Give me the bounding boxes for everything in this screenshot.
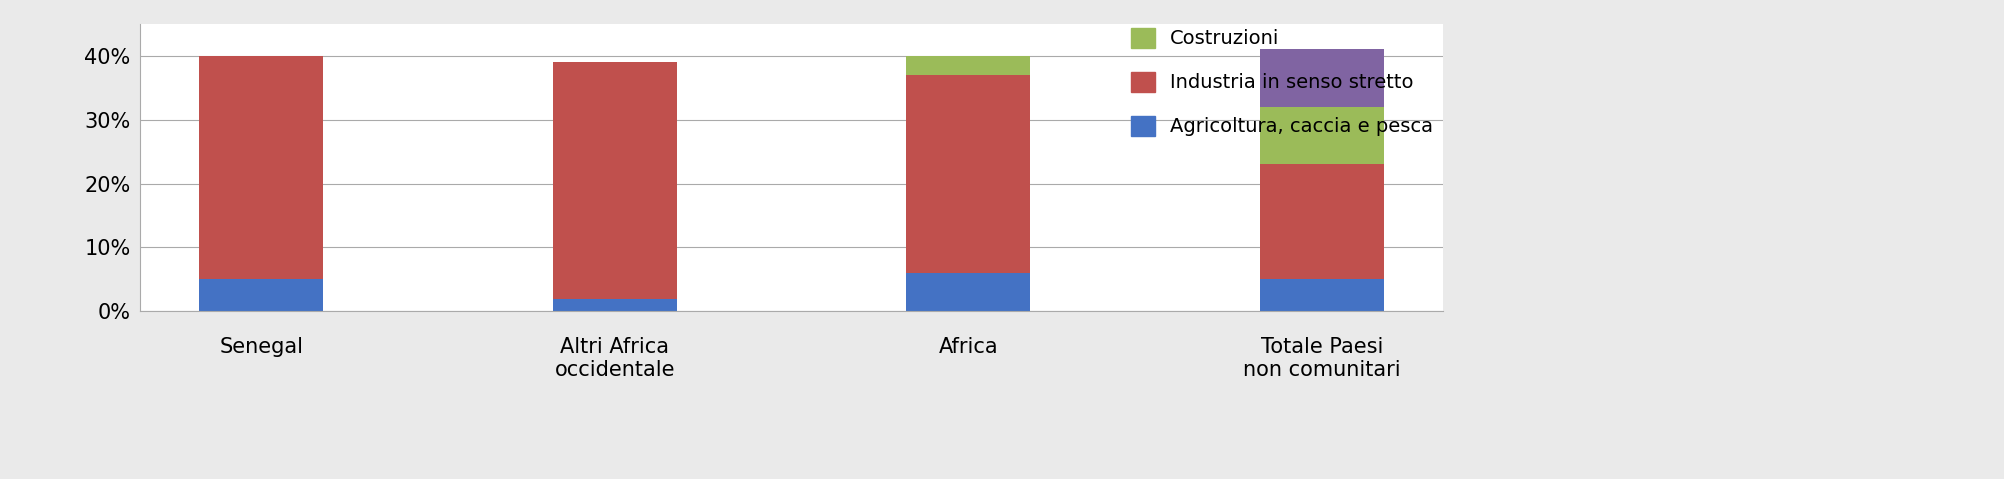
Bar bbox=[553, 62, 677, 298]
Bar bbox=[200, 279, 323, 311]
Legend: Costruzioni, Industria in senso stretto, Agricoltura, caccia e pesca: Costruzioni, Industria in senso stretto,… bbox=[1132, 28, 1433, 136]
Bar bbox=[553, 298, 677, 311]
Bar bbox=[906, 56, 1030, 75]
Bar bbox=[1261, 279, 1383, 311]
Bar bbox=[1261, 49, 1383, 107]
Bar bbox=[1261, 107, 1383, 164]
Bar bbox=[200, 56, 323, 279]
Bar bbox=[906, 75, 1030, 273]
Bar bbox=[1261, 164, 1383, 279]
Bar bbox=[906, 273, 1030, 311]
